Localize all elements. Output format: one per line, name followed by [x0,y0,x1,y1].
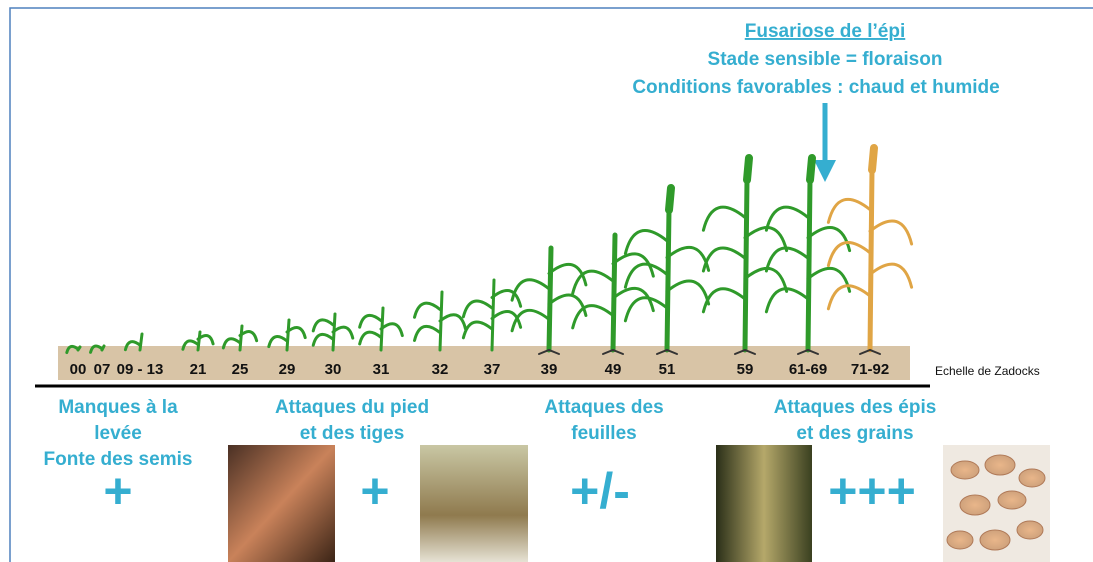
plants [67,148,912,354]
group-label: Attaques des [544,397,663,418]
stage-label: 39 [541,361,558,378]
leaf [440,315,465,329]
group-label: et des tiges [300,423,405,444]
leaf [625,231,667,254]
photo [420,445,528,562]
leaf [269,337,287,347]
plant [828,148,911,354]
stem [198,332,200,350]
leaf [463,301,492,317]
stem [870,170,872,350]
leaf [573,271,613,293]
ear [810,158,812,180]
group-label: Manques à la [58,397,178,418]
ear [669,188,671,210]
leaf [828,199,870,222]
leaf [415,303,440,317]
risk-level: +/- [570,463,630,519]
risk-level: +++ [828,463,916,519]
leaf [870,221,912,244]
stem [140,334,142,350]
scale-label: Echelle de Zadocks [935,364,1040,378]
plant [415,292,466,350]
stage-label: 71-92 [851,361,889,378]
leaf [613,288,653,310]
stage-label: 00 [70,361,87,378]
leaf [360,315,381,327]
stem [808,180,810,350]
plant [766,158,849,354]
stage-label: 30 [325,361,342,378]
diagram: Fusariose de l’épi Stade sensible = flor… [0,0,1093,562]
stem [667,210,669,350]
leaf [703,248,745,271]
group-label: Attaques du pied [275,397,429,418]
leaf [381,324,402,336]
leaf [667,281,709,304]
photo [716,445,812,562]
group-label: Attaques des épis [774,397,937,418]
stem [287,320,289,350]
plant [573,235,654,354]
stem [549,248,551,350]
group-label: et des grains [796,423,913,444]
leaf [703,207,745,230]
stage-label: 49 [605,361,622,378]
leaf [415,326,440,340]
leaf [463,322,492,338]
plant [313,314,353,350]
stage-label: 59 [737,361,754,378]
leaf [360,332,381,344]
leaf [703,289,745,312]
plant [512,248,586,354]
header-title: Fusariose de l’épi [745,21,906,42]
leaf [808,228,850,251]
leaf [287,328,305,338]
leaf [667,247,709,270]
risk-level: + [103,463,132,519]
leaf [766,207,808,230]
stage-label: 32 [432,361,449,378]
stem [240,326,242,350]
stem [613,235,615,350]
header-line: Stade sensible = floraison [708,49,943,70]
leaf [625,264,667,287]
stage-label: 37 [484,361,501,378]
stage-label: 61-69 [789,361,827,378]
stage-label: 29 [279,361,296,378]
stage-label: 09 - 13 [117,361,164,378]
leaf [870,264,912,287]
risk-level: + [360,463,389,519]
leaf [625,298,667,321]
stage-label: 07 [94,361,111,378]
group-label: levée [94,423,142,444]
leaf [313,320,333,331]
plant [269,320,305,350]
leaf [573,306,613,328]
plant [360,308,403,350]
stage-label: 21 [190,361,207,378]
photo [228,445,335,562]
stage-label: 51 [659,361,676,378]
ear [747,158,749,180]
leaf [313,334,333,345]
leaf [492,290,521,306]
group-label: feuilles [571,423,636,444]
plant [625,188,708,354]
arrow [814,103,836,182]
leaf [333,327,353,338]
header-line: Conditions favorables : chaud et humide [632,77,999,98]
stage-label: 31 [373,361,390,378]
stem [492,280,494,350]
stem [745,180,747,350]
stage-label: 25 [232,361,249,378]
ear [872,148,874,170]
plant [463,280,520,350]
